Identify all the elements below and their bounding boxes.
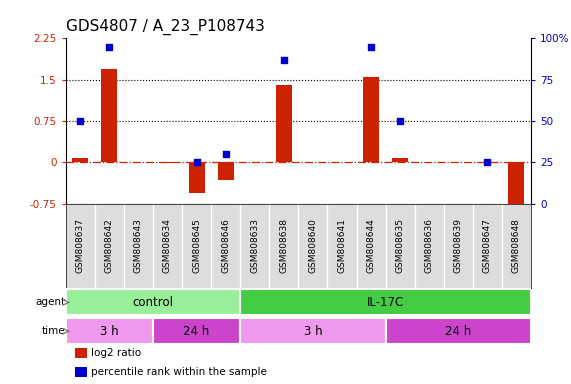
Text: log2 ratio: log2 ratio [91, 348, 142, 358]
Point [221, 151, 230, 157]
Bar [218, 162, 234, 180]
Bar [509, 162, 525, 212]
Bar [392, 158, 408, 162]
Text: GSM808639: GSM808639 [454, 218, 463, 273]
Point [75, 118, 85, 124]
Bar [75, 348, 87, 358]
Bar [72, 158, 88, 162]
Bar [101, 69, 117, 162]
Bar [363, 77, 379, 162]
Point [483, 159, 492, 166]
Bar [240, 290, 531, 315]
Bar [66, 290, 240, 315]
Bar [240, 318, 385, 344]
Text: 24 h: 24 h [183, 325, 210, 338]
Text: GSM808644: GSM808644 [367, 218, 376, 273]
Text: GSM808635: GSM808635 [396, 218, 405, 273]
Text: GSM808647: GSM808647 [483, 218, 492, 273]
Text: GSM808636: GSM808636 [425, 218, 434, 273]
Text: GSM808637: GSM808637 [76, 218, 85, 273]
Point [279, 57, 288, 63]
Bar [276, 85, 292, 162]
Point [367, 44, 376, 50]
Text: GSM808638: GSM808638 [279, 218, 288, 273]
Text: time: time [42, 326, 66, 336]
Text: 3 h: 3 h [100, 325, 119, 338]
Point [396, 118, 405, 124]
Text: GSM808634: GSM808634 [163, 218, 172, 273]
Text: 24 h: 24 h [445, 325, 472, 338]
Text: GSM808641: GSM808641 [337, 218, 347, 273]
Bar [75, 367, 87, 377]
Bar [480, 162, 496, 163]
Bar [385, 318, 531, 344]
Text: percentile rank within the sample: percentile rank within the sample [91, 367, 267, 377]
Point [104, 44, 114, 50]
Bar [66, 318, 153, 344]
Text: 3 h: 3 h [304, 325, 322, 338]
Text: GSM808642: GSM808642 [105, 218, 114, 273]
Text: control: control [132, 296, 174, 309]
Bar [188, 162, 204, 192]
Bar [153, 318, 240, 344]
Text: GSM808645: GSM808645 [192, 218, 201, 273]
Text: GSM808648: GSM808648 [512, 218, 521, 273]
Text: GSM808643: GSM808643 [134, 218, 143, 273]
Text: GSM808633: GSM808633 [250, 218, 259, 273]
Bar [159, 162, 175, 163]
Text: GSM808646: GSM808646 [221, 218, 230, 273]
Text: GSM808640: GSM808640 [308, 218, 317, 273]
Text: GDS4807 / A_23_P108743: GDS4807 / A_23_P108743 [66, 18, 264, 35]
Text: IL-17C: IL-17C [367, 296, 404, 309]
Point [192, 159, 201, 166]
Text: agent: agent [35, 297, 66, 308]
